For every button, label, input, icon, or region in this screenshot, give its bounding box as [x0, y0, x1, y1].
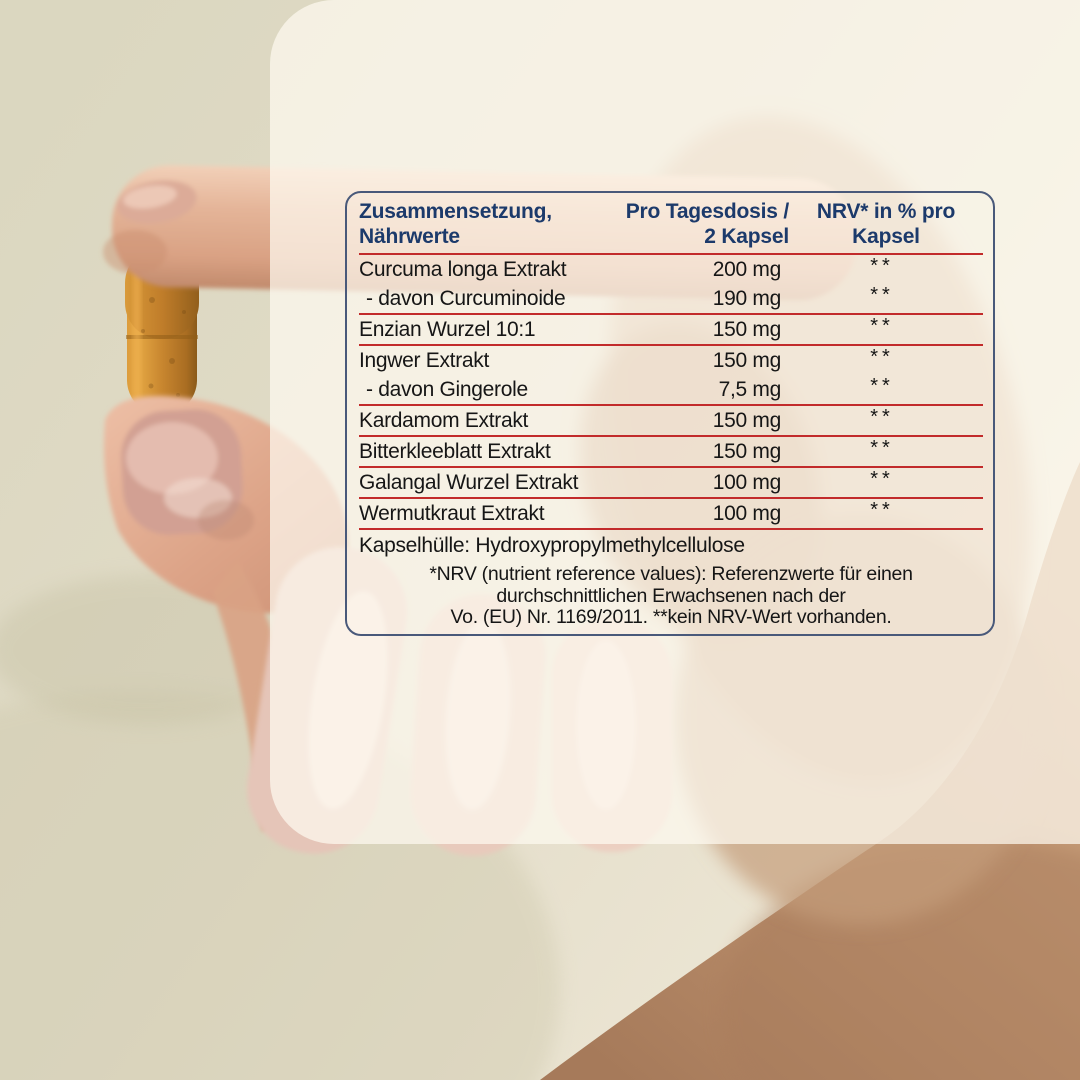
- ingredient-nrv: **: [870, 284, 894, 306]
- ingredient-row: Bitterkleeblatt Extrakt 150 mg **: [359, 437, 983, 468]
- ingredient-name: Galangal Wurzel Extrakt: [359, 470, 579, 494]
- ingredient-row: Enzian Wurzel 10:1 150 mg **: [359, 315, 983, 346]
- ingredient-amount: 150 mg: [712, 408, 782, 432]
- ingredient-amount: 150 mg: [712, 439, 782, 463]
- ingredient-row: Wermutkraut Extrakt 100 mg **: [359, 499, 983, 530]
- ingredient-amount: 150 mg: [712, 348, 782, 372]
- ingredient-nrv: **: [870, 315, 894, 337]
- ingredient-amount: 200 mg: [712, 257, 782, 281]
- ingredient-name: Curcuma longa Extrakt: [359, 257, 567, 281]
- ingredient-amount: 100 mg: [712, 470, 782, 494]
- ingredient-nrv: **: [870, 375, 894, 397]
- ingredient-nrv: **: [870, 499, 894, 521]
- ingredient-nrv: **: [870, 255, 894, 277]
- ingredient-row: Kardamom Extrakt 150 mg **: [359, 406, 983, 437]
- ingredient-row: - davon Curcuminoide 190 mg **: [359, 284, 983, 315]
- ingredient-row: Galangal Wurzel Extrakt 100 mg **: [359, 468, 983, 499]
- ingredient-name: Bitterkleeblatt Extrakt: [359, 439, 551, 463]
- ingredient-amount: 190 mg: [712, 286, 782, 310]
- ingredient-name: Wermutkraut Extrakt: [359, 501, 545, 525]
- ingredient-nrv: **: [870, 346, 894, 368]
- ingredient-nrv: **: [870, 468, 894, 490]
- ingredient-rows: Curcuma longa Extrakt 200 mg ** - davon …: [359, 255, 983, 530]
- ingredient-nrv: **: [870, 406, 894, 428]
- nrv-footnote: *NRV (nutrient reference values): Refere…: [359, 561, 983, 629]
- ingredient-name: - davon Curcuminoide: [366, 286, 566, 310]
- footnote-line: durchschnittlichen Erwachsenen nach der: [496, 584, 846, 607]
- footnote-line: Vo. (EU) Nr. 1169/2011. **kein NRV-Wert …: [450, 606, 892, 628]
- ingredient-row: Curcuma longa Extrakt 200 mg **: [359, 255, 983, 284]
- column-header-daily-dose: Pro Tagesdosis / 2 Kapsel: [625, 200, 789, 248]
- translucent-card: [270, 0, 1080, 844]
- ingredient-name: Ingwer Extrakt: [359, 348, 490, 372]
- column-header-composition: Zusammensetzung, Nährwerte: [359, 200, 552, 248]
- capsule-shell-row: Kapselhülle: Hydroxypropylmethylcellulos…: [359, 534, 745, 557]
- column-header-nrv: NRV* in % pro Kapsel: [816, 200, 956, 248]
- ingredient-name: Enzian Wurzel 10:1: [359, 317, 536, 341]
- ingredient-amount: 7,5 mg: [718, 377, 782, 401]
- nutrition-facts-table: Zusammensetzung, Nährwerte Pro Tagesdosi…: [345, 191, 995, 636]
- ingredient-name: Kardamom Extrakt: [359, 408, 529, 432]
- ingredient-row: Ingwer Extrakt 150 mg **: [359, 346, 983, 375]
- table-header-row: Zusammensetzung, Nährwerte Pro Tagesdosi…: [359, 199, 983, 255]
- ingredient-nrv: **: [870, 437, 894, 459]
- ingredient-row: - davon Gingerole 7,5 mg **: [359, 375, 983, 406]
- ingredient-amount: 150 mg: [712, 317, 782, 341]
- footnote-line: *NRV (nutrient reference values): Refere…: [429, 563, 913, 585]
- ingredient-amount: 100 mg: [712, 501, 782, 525]
- capsule-seam: [126, 335, 198, 339]
- ingredient-name: - davon Gingerole: [366, 377, 528, 401]
